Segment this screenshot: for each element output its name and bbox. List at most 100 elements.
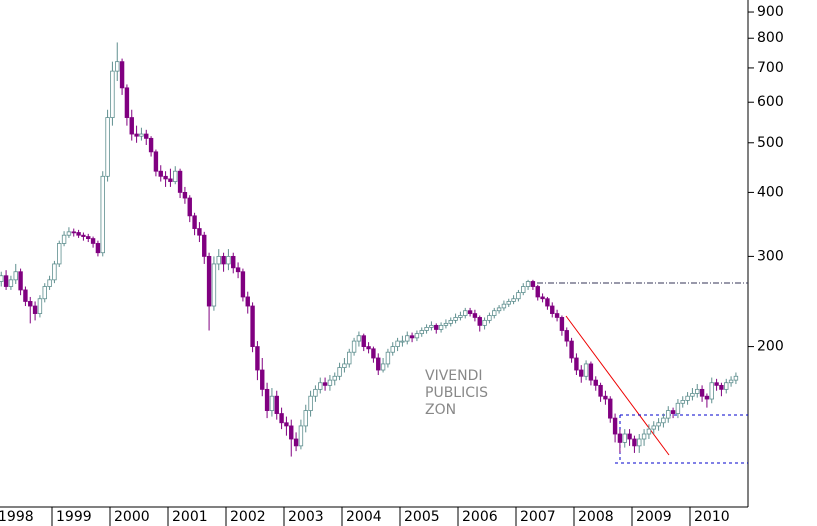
candle-body: [28, 301, 33, 307]
x-tick-label: 1999: [56, 509, 92, 525]
candle-body: [47, 279, 52, 287]
x-tick-label: 2001: [172, 509, 208, 525]
candle-body: [685, 395, 690, 401]
candle-body: [308, 395, 313, 411]
candle-body: [66, 231, 72, 236]
y-tick-label: 300: [757, 248, 784, 264]
candle-body: [550, 305, 555, 314]
candle-body: [719, 384, 724, 390]
candle-body: [641, 433, 647, 440]
x-tick-label: 2010: [694, 509, 730, 525]
candle-body: [144, 133, 149, 139]
candle-body: [492, 310, 497, 316]
candle-body: [637, 438, 642, 447]
candle-body: [371, 348, 376, 359]
candle-body: [337, 367, 342, 377]
candle-body: [202, 234, 207, 257]
y-tick-label: 800: [757, 30, 784, 46]
candle-body: [231, 255, 236, 269]
candle-body: [23, 289, 28, 302]
candle-body: [608, 398, 613, 419]
candle-body: [71, 231, 76, 234]
candle-body: [574, 357, 579, 371]
candle-body: [670, 410, 676, 414]
candle-body: [177, 170, 183, 193]
candle-body: [173, 170, 178, 182]
candle-body: [124, 87, 130, 118]
candle-body: [76, 232, 81, 236]
candle-body: [182, 192, 188, 199]
candle-body: [496, 307, 502, 312]
candle-body: [506, 301, 511, 305]
candle-body: [409, 335, 415, 339]
candle-body: [395, 340, 400, 347]
candle-body: [405, 335, 410, 342]
annotation: VIVENDI: [425, 368, 483, 384]
candle-body: [158, 170, 163, 177]
candle-body: [564, 330, 569, 342]
candle-body: [134, 133, 139, 137]
annotation: PUBLICIS: [425, 385, 488, 401]
candle-body: [0, 275, 4, 282]
candle-body: [211, 263, 217, 307]
candle-body: [530, 281, 536, 287]
candle-body: [656, 422, 661, 427]
x-tick-label: 2006: [462, 509, 498, 525]
y-tick-label: 400: [757, 184, 784, 200]
candle-body: [448, 319, 453, 324]
candle-body: [675, 402, 681, 414]
candle-body: [216, 255, 221, 265]
x-tick-label: 2000: [114, 509, 150, 525]
candle-body: [279, 413, 284, 424]
candle-body: [52, 263, 57, 281]
candle-body: [680, 400, 685, 404]
candle-body: [704, 395, 710, 400]
candle-body: [119, 61, 125, 89]
candle-body: [714, 382, 719, 386]
candle-body: [61, 234, 67, 244]
candle-body: [438, 324, 444, 330]
candle-body: [342, 363, 347, 368]
candle-body: [545, 298, 550, 307]
candle-body: [206, 255, 212, 307]
candle-body: [699, 388, 705, 397]
candle-body: [303, 410, 308, 427]
candle-body: [245, 296, 250, 307]
candle-body: [376, 357, 381, 371]
x-tick-label: 2004: [346, 509, 382, 525]
candle-body: [453, 317, 458, 321]
candle-body: [13, 271, 18, 281]
candle-body: [724, 382, 729, 390]
candle-body: [588, 363, 594, 381]
candle-body: [419, 330, 424, 335]
candle-body: [57, 243, 62, 265]
candle-body: [37, 298, 43, 314]
candle-body: [192, 215, 197, 229]
candle-body: [661, 417, 666, 424]
candle-body: [603, 395, 608, 400]
candle-body: [651, 425, 656, 430]
y-tick-label: 500: [757, 135, 784, 151]
candle-body: [90, 238, 96, 244]
trend-line: [565, 315, 670, 456]
candle-body: [627, 433, 632, 440]
candle-body: [187, 197, 192, 217]
candle-body: [163, 175, 168, 180]
candle-body: [105, 117, 110, 177]
candle-body: [424, 327, 429, 331]
candle-body: [666, 410, 671, 419]
candle-body: [284, 422, 289, 427]
candle-body: [429, 324, 434, 328]
candle-body: [695, 388, 700, 394]
candle-body: [501, 303, 507, 309]
candle-body: [139, 133, 144, 137]
annotation: ZON: [425, 402, 456, 418]
candle-body: [313, 388, 318, 397]
candle-body: [516, 292, 521, 300]
candle-body: [32, 305, 38, 314]
candle-body: [472, 313, 478, 318]
candle-body: [3, 275, 9, 287]
candle-body: [298, 425, 304, 447]
x-tick-label: 1998: [0, 509, 34, 525]
candle-body: [327, 379, 333, 386]
